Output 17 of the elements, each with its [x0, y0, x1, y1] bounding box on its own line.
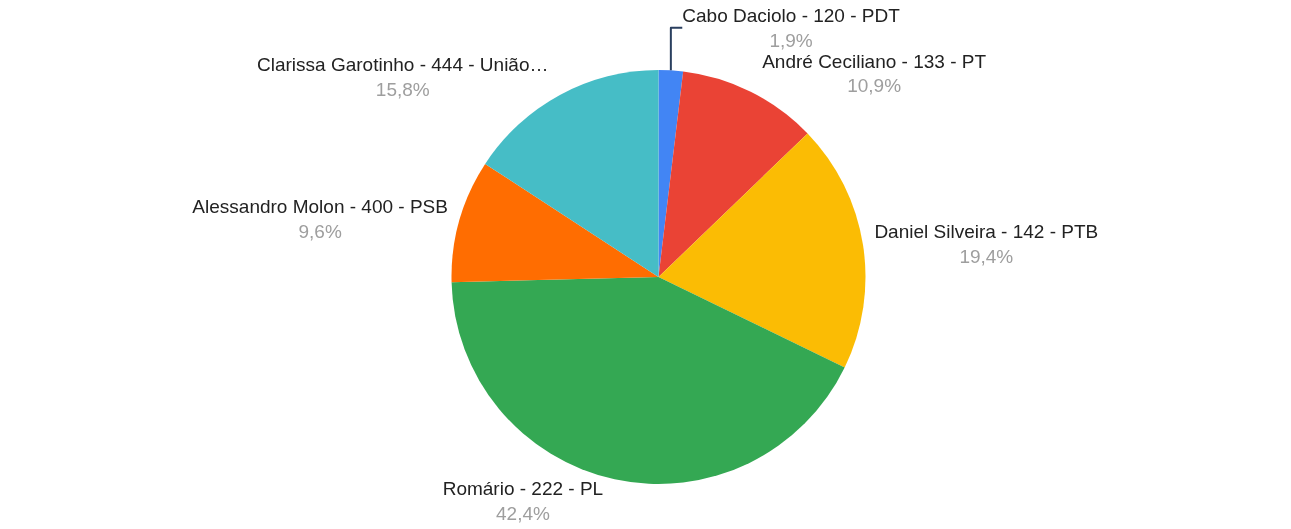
- slice-label: André Ceciliano - 133 - PT: [762, 50, 987, 72]
- data-label: 9,6%: [298, 220, 342, 242]
- slice-label: Alessandro Molon - 400 - PSB: [192, 195, 448, 217]
- pie-slice: [451, 277, 845, 484]
- pie-slice: [485, 70, 659, 277]
- pie-slice: [658, 71, 808, 277]
- slice-label: Clarissa Garotinho - 444 - União…: [257, 54, 549, 76]
- data-label: 10,9%: [847, 75, 902, 97]
- slice-label: Romário - 222 - PL: [442, 478, 604, 500]
- pie-slice: [658, 133, 866, 368]
- pie-slice: [451, 163, 659, 283]
- data-label: 1,9%: [769, 29, 813, 51]
- data-label: 15,8%: [375, 79, 430, 101]
- data-label: 19,4%: [959, 245, 1014, 267]
- slice-label: Cabo Daciolo - 120 - PDT: [682, 4, 901, 26]
- data-label: 42,4%: [495, 502, 550, 524]
- slice-label: Daniel Silveira - 142 - PTB: [874, 221, 1099, 243]
